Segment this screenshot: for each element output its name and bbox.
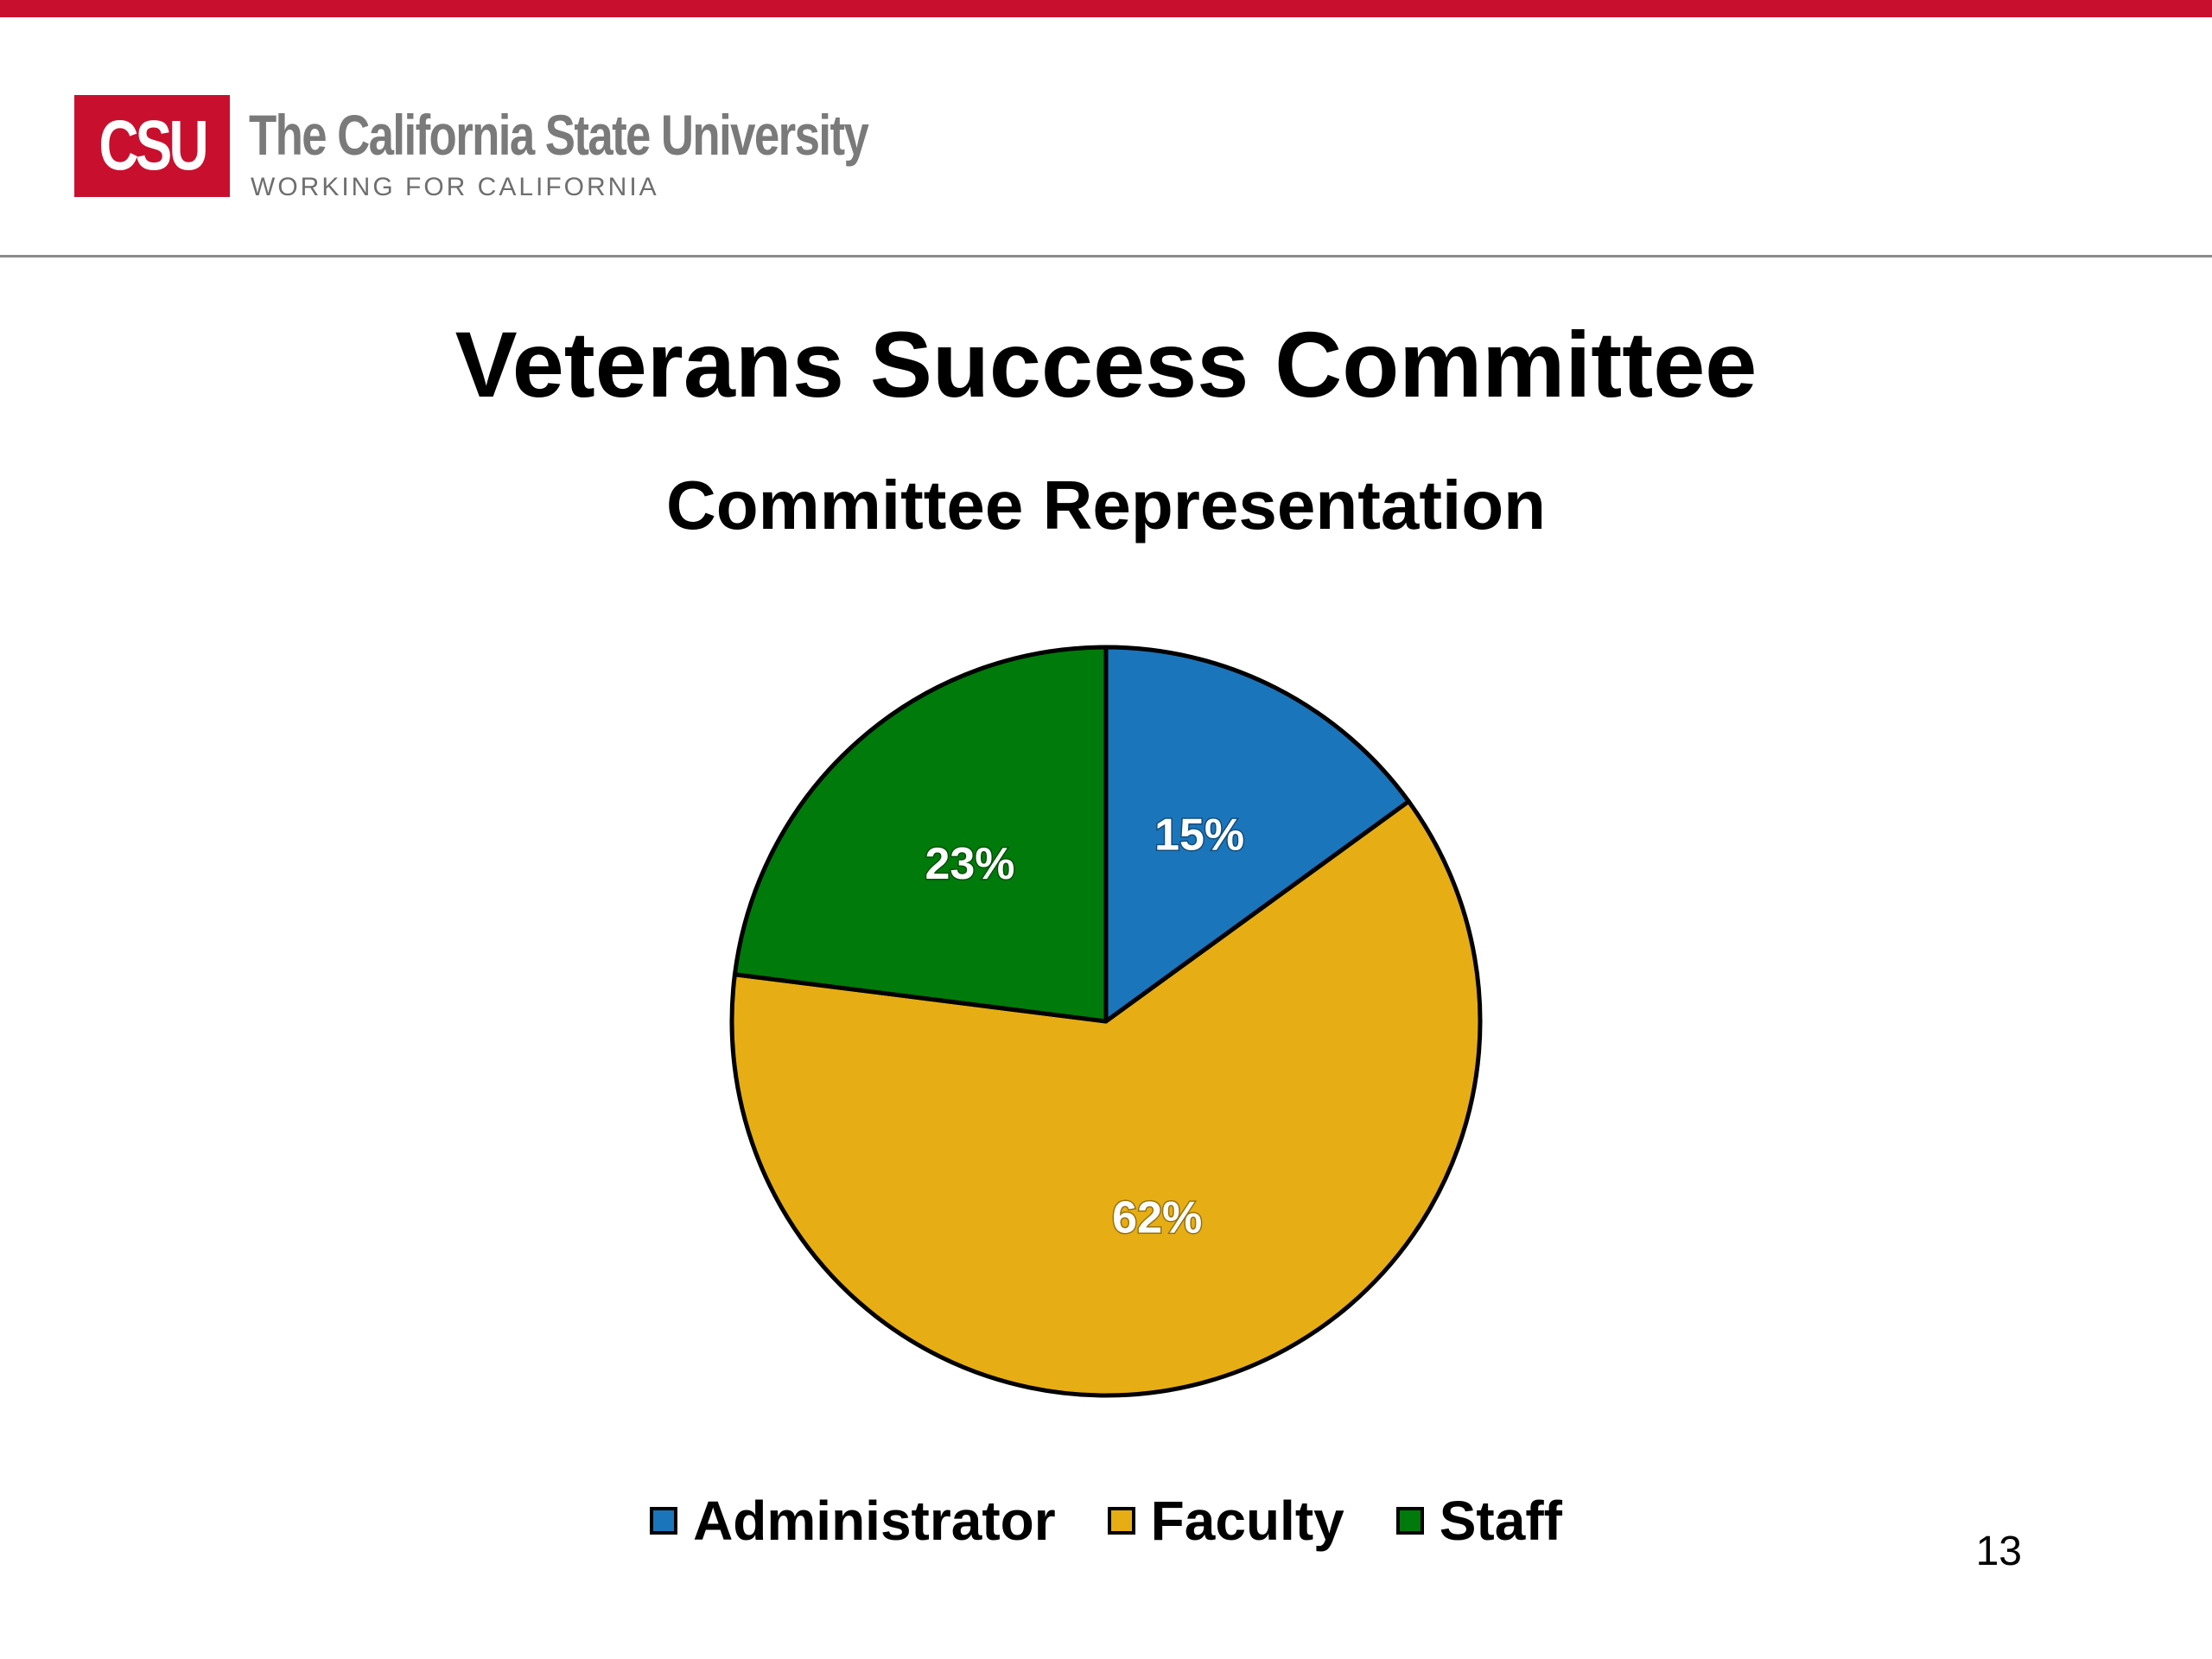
chart-legend: Administrator Faculty Staff — [0, 1493, 2212, 1548]
legend-swatch-staff — [1395, 1507, 1424, 1535]
legend-item-faculty: Faculty — [1107, 1490, 1344, 1552]
chart-title: Committee Representation — [666, 467, 1546, 543]
brand-name: The California State University — [249, 103, 869, 167]
legend-label-administrator: Administrator — [693, 1490, 1056, 1552]
legend-item-staff: Staff — [1395, 1490, 1562, 1552]
data-label-faculty: 62% — [1112, 1192, 1202, 1243]
legend-item-administrator: Administrator — [650, 1493, 1056, 1548]
legend-swatch-administrator — [650, 1507, 678, 1535]
pie-slice-administrator — [1103, 645, 1411, 1024]
pie-slice-faculty — [729, 798, 1483, 1398]
pie-slice-staff — [732, 645, 1109, 1024]
legend-label-faculty: Faculty — [1150, 1490, 1344, 1552]
page-title: Veterans Success Committee — [454, 312, 1758, 416]
csu-logo: CSU — [74, 95, 230, 197]
data-label-administrator: 15% — [1154, 810, 1244, 861]
header-divider — [0, 255, 2212, 257]
logo-text: CSU — [99, 106, 208, 185]
page-number: 13 — [1975, 1529, 2022, 1574]
data-label-staff: 23% — [925, 839, 1014, 889]
top-accent-bar — [0, 0, 2212, 17]
legend-swatch-faculty — [1107, 1507, 1135, 1535]
legend-label-staff: Staff — [1439, 1490, 1562, 1552]
brand-tagline: WORKING FOR CALIFORNIA — [251, 173, 659, 201]
